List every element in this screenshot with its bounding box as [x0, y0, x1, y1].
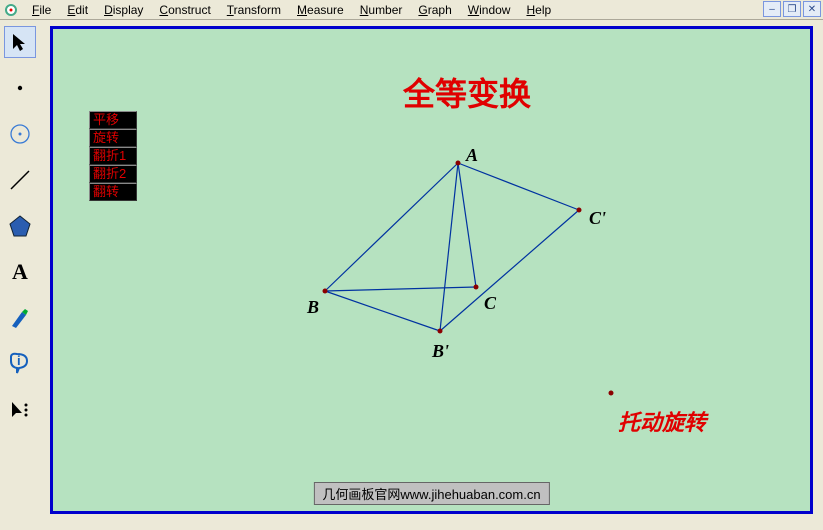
sketch-canvas[interactable]: 全等变换平移旋转翻折1翻折2翻转ABCB'C'托动旋转几何画板官网www.jih… [50, 26, 813, 514]
drag-point[interactable] [609, 391, 614, 396]
svg-text:i: i [17, 353, 21, 368]
point-C[interactable] [474, 285, 479, 290]
scrollbar-vertical[interactable] [813, 26, 823, 514]
menu-graph[interactable]: Graph [410, 1, 459, 19]
menu-display[interactable]: Display [96, 1, 151, 19]
scrollbar-horizontal[interactable] [50, 514, 813, 530]
point-tool[interactable] [4, 72, 36, 104]
polygon-tool[interactable] [4, 210, 36, 242]
menu-help[interactable]: Help [518, 1, 559, 19]
menu-transform[interactable]: Transform [219, 1, 289, 19]
workspace: Ai 全等变换平移旋转翻折1翻折2翻转ABCB'C'托动旋转几何画板官网www.… [0, 20, 823, 530]
geometry-layer [53, 29, 810, 511]
line-tool[interactable] [4, 164, 36, 196]
point-B[interactable] [323, 289, 328, 294]
custom-tool[interactable] [4, 394, 36, 426]
svg-text:A: A [12, 260, 28, 284]
arrow-tool[interactable] [4, 26, 36, 58]
app-icon [4, 3, 18, 17]
menu-construct[interactable]: Construct [151, 1, 218, 19]
window-controls: – ❐ ✕ [763, 1, 821, 17]
menu-window[interactable]: Window [460, 1, 519, 19]
menubar: FileEditDisplayConstructTransformMeasure… [0, 0, 823, 20]
info-tool[interactable]: i [4, 348, 36, 380]
menu-edit[interactable]: Edit [59, 1, 96, 19]
point-A[interactable] [456, 161, 461, 166]
minimize-button[interactable]: – [763, 1, 781, 17]
menu-file[interactable]: File [24, 1, 59, 19]
restore-button[interactable]: ❐ [783, 1, 801, 17]
drag-hint-label: 托动旋转 [618, 405, 706, 437]
menu-number[interactable]: Number [352, 1, 411, 19]
point-Cp[interactable] [577, 208, 582, 213]
compass-tool[interactable] [4, 118, 36, 150]
close-button[interactable]: ✕ [803, 1, 821, 17]
text-tool[interactable]: A [4, 256, 36, 288]
watermark: 几何画板官网www.jihehuaban.com.cn [313, 482, 549, 505]
canvas-area: 全等变换平移旋转翻折1翻折2翻转ABCB'C'托动旋转几何画板官网www.jih… [40, 20, 823, 530]
toolbar: Ai [0, 20, 40, 530]
point-Bp[interactable] [438, 329, 443, 334]
marker-tool[interactable] [4, 302, 36, 334]
menu-measure[interactable]: Measure [289, 1, 352, 19]
